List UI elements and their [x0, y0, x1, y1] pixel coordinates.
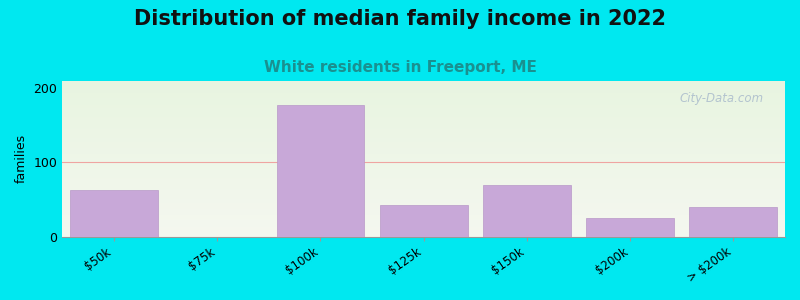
Text: Distribution of median family income in 2022: Distribution of median family income in …: [134, 9, 666, 29]
Bar: [380, 206, 467, 236]
Bar: [690, 207, 778, 236]
Bar: [277, 105, 364, 236]
Text: White residents in Freeport, ME: White residents in Freeport, ME: [263, 60, 537, 75]
Text: City-Data.com: City-Data.com: [679, 92, 763, 105]
Bar: [586, 218, 674, 236]
Bar: [70, 190, 158, 236]
Bar: [483, 185, 570, 236]
Y-axis label: families: families: [15, 134, 28, 183]
